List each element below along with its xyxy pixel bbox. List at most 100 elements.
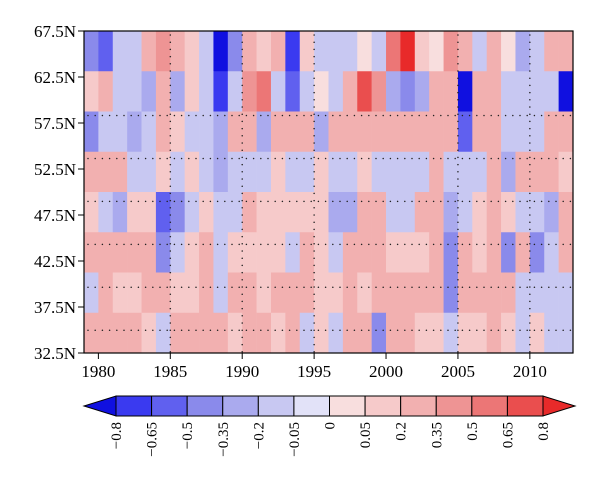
stipple-dot <box>457 250 459 252</box>
stipple-dot <box>404 286 406 289</box>
heatmap-cell <box>170 111 185 153</box>
stipple-dot <box>202 286 204 289</box>
stipple-dot <box>241 178 243 180</box>
stipple-dot <box>101 329 104 331</box>
colorbar-label: −0.2 <box>251 422 267 449</box>
heatmap-cell <box>127 71 142 112</box>
stipple-dot <box>457 221 459 223</box>
stipple-dot <box>241 322 243 324</box>
heatmap-cell <box>558 272 574 314</box>
stipple-dot <box>529 300 531 303</box>
heatmap-cell <box>184 192 200 233</box>
heatmap-cell <box>127 31 142 72</box>
heatmap-cell <box>155 232 171 273</box>
colorbar-label: 0.2 <box>394 422 410 441</box>
heatmap-cell <box>472 31 487 72</box>
stipple-dot <box>313 286 315 288</box>
heatmap-cell <box>84 312 99 354</box>
heatmap-cell <box>199 151 214 193</box>
heatmap-cell <box>558 151 574 193</box>
heatmap-cell <box>443 312 459 354</box>
stipple-dot <box>260 157 262 160</box>
plot-frame <box>83 30 574 354</box>
stipple-dot <box>360 200 363 203</box>
stipple-dot <box>313 279 315 281</box>
heatmap-cell <box>544 111 559 153</box>
stipple-dot <box>454 114 456 117</box>
stipple-dot <box>313 55 315 58</box>
stipple-dot <box>116 200 118 203</box>
heatmap-cell <box>400 71 416 112</box>
stipple-dot <box>569 157 572 160</box>
heatmap-cell <box>170 312 185 354</box>
heatmap-cell <box>127 272 142 314</box>
stipple-dot <box>497 286 500 289</box>
stipple-dot <box>288 200 291 203</box>
heatmap-cell <box>213 71 229 112</box>
stipple-dot <box>180 243 183 246</box>
stipple-dot <box>529 228 531 231</box>
heatmap-cell <box>357 31 372 72</box>
stipple-dot <box>562 243 564 246</box>
stipple-dot <box>440 114 442 117</box>
stipple-dot <box>457 113 459 115</box>
stipple-dot <box>241 185 243 187</box>
colorbar-label: 0.5 <box>465 422 481 441</box>
heatmap-cell <box>242 31 257 72</box>
heatmap-cell <box>443 192 459 233</box>
stipple-dot <box>457 336 459 339</box>
stipple-dot <box>332 243 334 246</box>
stipple-dot <box>260 329 262 331</box>
heatmap-cell <box>529 31 545 72</box>
stipple-dot <box>457 192 459 195</box>
stipple-dot <box>144 329 147 331</box>
stipple-dot <box>241 235 243 238</box>
stipple-dot <box>324 114 327 117</box>
heatmap-cell <box>400 192 416 233</box>
heatmap-cell <box>342 232 358 273</box>
stipple-dot <box>313 127 315 130</box>
stipple-dot <box>241 34 243 36</box>
stipple-dot <box>267 243 269 246</box>
stipple-dot <box>241 163 243 166</box>
heatmap-cell <box>558 111 574 153</box>
stipple-dot <box>476 114 478 117</box>
stipple-dot <box>310 286 312 289</box>
stipple-dot <box>396 157 399 160</box>
stipple-dot <box>457 84 459 87</box>
stipple-dot <box>457 214 459 216</box>
stipple-dot <box>108 243 111 246</box>
stipple-dot <box>497 157 500 160</box>
heatmap-cell <box>328 31 344 72</box>
heatmap-cell <box>501 71 516 112</box>
stipple-dot <box>382 157 384 160</box>
stipple-dot <box>418 243 420 246</box>
stipple-dot <box>152 329 154 331</box>
stipple-dot <box>425 243 428 246</box>
stipple-dot <box>296 157 298 160</box>
heatmap-cell <box>386 192 401 233</box>
stipple-dot <box>375 286 377 289</box>
stipple-dot <box>267 157 269 160</box>
heatmap-cell <box>256 272 272 314</box>
stipple-dot <box>188 286 190 289</box>
heatmap-cell <box>155 151 171 193</box>
heatmap-cell <box>98 71 114 112</box>
stipple-dot <box>529 307 531 310</box>
stipple-dot <box>224 200 226 203</box>
stipple-dot <box>188 200 190 203</box>
stipple-dot <box>483 243 485 246</box>
stipple-dot <box>169 70 172 72</box>
stipple-dot <box>529 99 531 101</box>
y-tick-label: 52.5N <box>34 160 76 179</box>
heatmap-cell <box>472 71 487 112</box>
stipple-dot <box>87 114 89 117</box>
heatmap-cell <box>529 312 545 354</box>
stipple-dot <box>169 250 172 252</box>
stipple-dot <box>529 235 531 238</box>
stipple-dot <box>238 243 240 246</box>
stipple-dot <box>313 171 315 173</box>
stipple-dot <box>461 243 464 246</box>
x-tick-label: 1980 <box>81 362 115 381</box>
stipple-dot <box>457 106 459 108</box>
